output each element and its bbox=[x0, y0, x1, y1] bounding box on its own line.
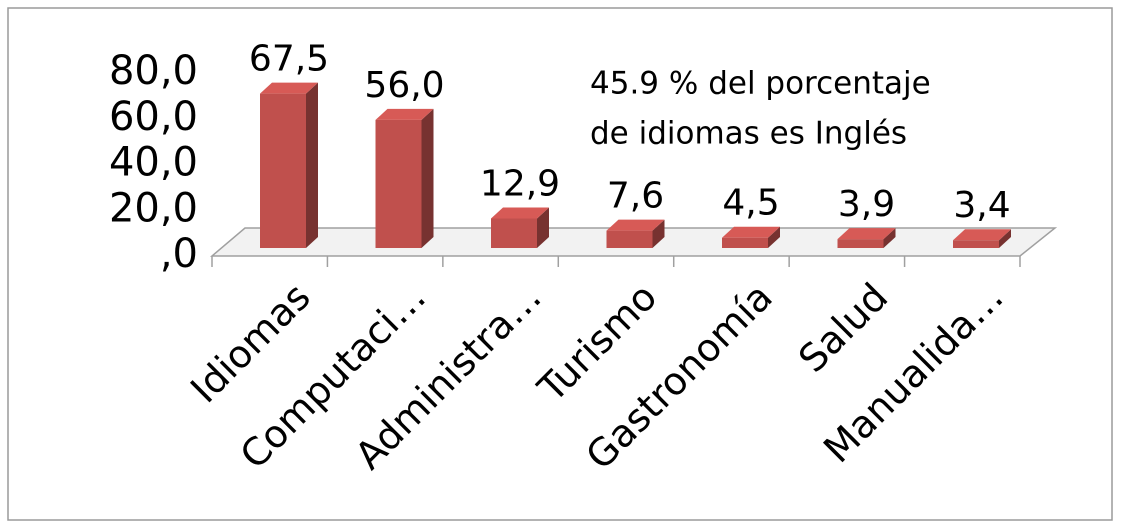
data-label: 12,9 bbox=[480, 163, 560, 204]
bar-top bbox=[953, 229, 1011, 241]
y-tick-label: 20,0 bbox=[109, 185, 198, 231]
bar-side bbox=[652, 219, 665, 248]
data-label: 3,9 bbox=[838, 184, 895, 225]
bar-top bbox=[837, 228, 896, 240]
bar bbox=[606, 219, 665, 248]
bar-front bbox=[491, 218, 537, 248]
bar-side bbox=[883, 228, 896, 248]
bar bbox=[837, 228, 896, 248]
bar-top bbox=[491, 207, 549, 219]
data-label: 7,6 bbox=[607, 176, 664, 217]
bar bbox=[491, 207, 549, 248]
data-label: 3,4 bbox=[953, 185, 1010, 226]
bar-front bbox=[260, 93, 306, 248]
bar-side bbox=[537, 207, 549, 248]
chart-border bbox=[7, 7, 1113, 521]
bar-side bbox=[421, 108, 434, 249]
y-tick-label: 60,0 bbox=[109, 94, 198, 140]
bar bbox=[722, 226, 780, 248]
bar bbox=[260, 82, 318, 248]
data-label: 56,0 bbox=[364, 65, 444, 106]
bar-side bbox=[768, 226, 780, 248]
bar-front bbox=[375, 119, 422, 249]
y-tick-label: ,0 bbox=[160, 231, 198, 277]
bar-side bbox=[999, 229, 1011, 248]
y-tick-label: 40,0 bbox=[109, 140, 198, 186]
data-label: 67,5 bbox=[249, 39, 329, 80]
annotation: 45.9 % del porcentaje bbox=[590, 66, 931, 102]
bar-front bbox=[837, 239, 884, 248]
bar bbox=[375, 108, 434, 249]
y-tick-label: 80,0 bbox=[109, 48, 198, 94]
data-label: 4,5 bbox=[722, 183, 779, 224]
bar-top bbox=[375, 108, 434, 120]
bar-front bbox=[606, 230, 653, 248]
bar-front bbox=[953, 240, 999, 248]
bar-top bbox=[606, 219, 665, 231]
bar-side bbox=[306, 82, 318, 248]
bar-top bbox=[260, 82, 318, 94]
bar-top bbox=[722, 226, 780, 238]
annotation: de idiomas es Inglés bbox=[590, 116, 907, 152]
bar bbox=[953, 229, 1011, 248]
bar-front bbox=[722, 237, 768, 248]
